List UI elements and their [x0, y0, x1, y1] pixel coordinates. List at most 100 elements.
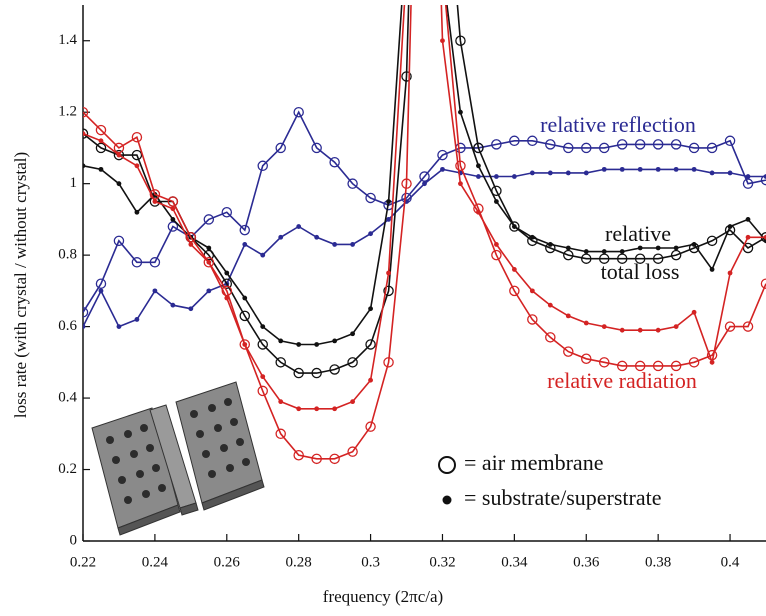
data-point	[81, 163, 86, 168]
data-point	[602, 324, 607, 329]
data-point	[260, 374, 265, 379]
y-axis-label: loss rate (with crystal / without crysta…	[11, 152, 30, 418]
data-point	[638, 328, 643, 333]
data-point	[638, 246, 643, 251]
data-point	[188, 306, 193, 311]
data-point	[566, 246, 571, 251]
data-point	[152, 288, 157, 293]
data-point	[530, 171, 535, 176]
y-tick-label: 1.2	[58, 104, 77, 120]
data-point	[314, 406, 319, 411]
data-point	[135, 163, 140, 168]
y-tick-label: 1	[70, 175, 78, 191]
data-point	[458, 110, 463, 115]
x-tick-label: 0.28	[286, 554, 312, 570]
y-tick-label: 1.4	[58, 32, 77, 48]
x-tick-label: 0.26	[214, 554, 241, 570]
data-point	[692, 167, 697, 172]
data-point	[99, 288, 104, 293]
data-point	[368, 231, 373, 236]
data-point	[332, 406, 337, 411]
data-point	[278, 235, 283, 240]
data-point	[692, 242, 697, 247]
y-tick-label: 0.4	[58, 390, 77, 406]
data-point	[242, 296, 247, 301]
data-point	[548, 171, 553, 176]
data-point	[602, 249, 607, 254]
series-line	[83, 0, 766, 373]
data-point	[602, 167, 607, 172]
data-point	[170, 217, 175, 222]
data-point	[746, 217, 751, 222]
data-point	[224, 296, 229, 301]
data-point	[548, 303, 553, 308]
data-point	[206, 288, 211, 293]
x-tick-label: 0.38	[645, 554, 671, 570]
annotation: total loss	[601, 259, 680, 284]
data-point	[440, 167, 445, 172]
data-point	[584, 249, 589, 254]
data-point	[332, 242, 337, 247]
data-point	[260, 324, 265, 329]
data-point	[242, 342, 247, 347]
data-point	[638, 167, 643, 172]
data-point	[530, 235, 535, 240]
crystal-inset	[92, 382, 264, 535]
data-point	[458, 181, 463, 186]
data-point	[278, 338, 283, 343]
data-point	[494, 174, 499, 179]
series-line	[83, 0, 766, 409]
data-point	[422, 181, 427, 186]
data-point	[494, 242, 499, 247]
data-point	[350, 242, 355, 247]
data-point	[206, 246, 211, 251]
data-point	[548, 242, 553, 247]
data-point	[314, 235, 319, 240]
annotation: relative radiation	[547, 368, 697, 393]
x-tick-label: 0.3	[361, 554, 380, 570]
x-tick-label: 0.32	[429, 554, 455, 570]
data-point	[656, 246, 661, 251]
data-point	[386, 199, 391, 204]
data-point	[135, 317, 140, 322]
x-tick-label: 0.24	[142, 554, 169, 570]
x-tick-label: 0.34	[501, 554, 528, 570]
annotation: relative	[605, 221, 671, 246]
data-point	[728, 171, 733, 176]
data-point	[296, 342, 301, 347]
data-point	[620, 328, 625, 333]
data-point	[135, 210, 140, 215]
legend-marker	[443, 496, 452, 505]
data-point	[99, 138, 104, 143]
data-point	[494, 199, 499, 204]
data-point	[512, 224, 517, 229]
data-point	[692, 310, 697, 315]
data-point	[656, 328, 661, 333]
chart: frequency (2πc/a) loss rate (with crysta…	[0, 0, 766, 611]
data-point	[81, 324, 86, 329]
data-point	[386, 271, 391, 276]
annotation: relative reflection	[540, 112, 696, 137]
data-point	[476, 163, 481, 168]
data-point	[440, 38, 445, 43]
y-tick-label: 0.6	[58, 318, 77, 334]
data-point	[278, 399, 283, 404]
data-point	[81, 131, 86, 136]
data-point	[710, 267, 715, 272]
data-point	[188, 242, 193, 247]
data-point	[584, 171, 589, 176]
data-point	[728, 271, 733, 276]
data-point	[512, 267, 517, 272]
data-point	[566, 171, 571, 176]
data-point	[206, 260, 211, 265]
data-point	[368, 306, 373, 311]
data-point	[710, 360, 715, 365]
data-point	[350, 331, 355, 336]
data-point	[368, 378, 373, 383]
data-point	[674, 324, 679, 329]
data-point	[746, 174, 751, 179]
y-tick-label: 0	[70, 532, 78, 548]
data-point	[530, 288, 535, 293]
data-point	[710, 171, 715, 176]
x-tick-label: 0.36	[573, 554, 600, 570]
